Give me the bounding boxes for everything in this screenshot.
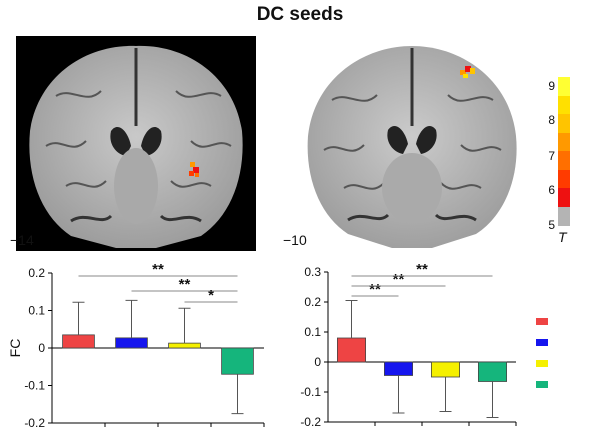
colorbar-segment bbox=[558, 77, 570, 96]
brain-right-slice-label: −10 bbox=[283, 232, 307, 248]
y-tick-label: 0 bbox=[314, 355, 321, 369]
y-tick-label: -0.2 bbox=[300, 415, 321, 427]
colorbar bbox=[558, 77, 570, 226]
colorbar-tick: 7 bbox=[548, 149, 555, 163]
colorbar-segment bbox=[558, 151, 570, 170]
y-tick-label: -0.2 bbox=[24, 416, 45, 427]
bar-chart-right: 0.3 0.2 0.1 0 -0.1 -0.2 ** ** ** bbox=[300, 261, 517, 427]
colorbar-segment bbox=[558, 95, 570, 115]
significance-label: ** bbox=[369, 281, 381, 298]
colorbar-tick: 9 bbox=[548, 79, 555, 93]
brain-slice-left bbox=[16, 36, 256, 251]
bar bbox=[62, 334, 95, 349]
colorbar-unit-label: T bbox=[558, 229, 567, 245]
y-tick-label: 0.1 bbox=[304, 325, 321, 339]
legend-swatch-yellow bbox=[536, 360, 548, 367]
bar bbox=[430, 361, 460, 378]
brain-left-slice-label: −14 bbox=[10, 232, 34, 248]
colorbar-segment bbox=[558, 206, 570, 226]
bar bbox=[477, 361, 507, 382]
y-tick-label: 0.2 bbox=[304, 295, 321, 309]
y-tick-label: 0 bbox=[38, 341, 45, 355]
y-tick-label: -0.1 bbox=[24, 379, 45, 393]
legend-swatch-green bbox=[536, 381, 548, 388]
colorbar-segment bbox=[558, 169, 570, 189]
bar bbox=[337, 337, 367, 363]
colorbar-tick: 6 bbox=[548, 183, 555, 197]
significance-label: ** bbox=[152, 261, 164, 278]
y-tick-label: 0.3 bbox=[304, 265, 321, 279]
significance-label: ** bbox=[416, 261, 428, 278]
bar bbox=[221, 347, 254, 375]
colorbar-tick: 5 bbox=[548, 218, 555, 232]
y-tick-label: 0.2 bbox=[28, 266, 45, 280]
bar bbox=[115, 337, 148, 349]
legend-swatch-red bbox=[536, 318, 548, 325]
significance-label: * bbox=[208, 287, 214, 304]
brain-slice-right bbox=[300, 38, 525, 251]
y-axis-label: FC bbox=[7, 339, 23, 358]
colorbar-segment bbox=[558, 132, 570, 152]
colorbar-segment bbox=[558, 114, 570, 133]
y-tick-label: -0.1 bbox=[300, 385, 321, 399]
colorbar-tick: 8 bbox=[548, 113, 555, 127]
significance-label: ** bbox=[393, 271, 405, 288]
legend-swatch-blue bbox=[536, 339, 548, 346]
bar bbox=[168, 342, 201, 349]
figure-title: DC seeds bbox=[256, 4, 344, 25]
bar-chart-left: 0.20.10-0.1-0.2FC***** bbox=[7, 261, 265, 427]
y-tick-label: 0.1 bbox=[28, 304, 45, 318]
bar bbox=[384, 361, 414, 376]
significance-label: ** bbox=[179, 276, 191, 293]
colorbar-segment bbox=[558, 188, 570, 207]
